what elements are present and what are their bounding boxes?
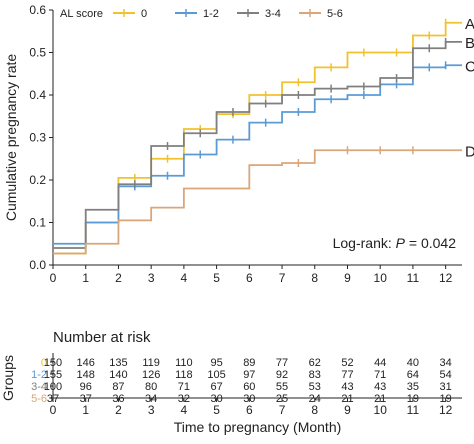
x-tick-label: 12 (439, 271, 453, 285)
risk-cell: 31 (440, 381, 452, 393)
annotation-p-symbol: P (396, 235, 406, 251)
risk-cell: 77 (341, 369, 353, 381)
risk-group-label-5-6: 5-6 (31, 393, 47, 405)
risk-x-tick-label: 2 (115, 403, 122, 417)
risk-cell: 119 (142, 357, 160, 369)
risk-cell: 67 (210, 381, 222, 393)
risk-cell: 44 (374, 357, 386, 369)
risk-x-tick-label: 12 (439, 403, 453, 417)
risk-cell: 87 (112, 381, 124, 393)
y-tick-label: 0.1 (29, 216, 46, 230)
y-tick-label: 0.6 (29, 3, 46, 17)
risk-cell: 34 (440, 357, 452, 369)
risk-x-tick-label: 3 (148, 403, 155, 417)
risk-cell: 89 (243, 357, 255, 369)
series-line-3-4 (53, 40, 462, 249)
log-rank-annotation: Log-rank: P = 0.042 (333, 235, 457, 251)
risk-cell: 95 (210, 357, 222, 369)
risk-cell: 55 (276, 381, 288, 393)
x-tick-label: 4 (181, 271, 188, 285)
x-tick-label: 5 (213, 271, 220, 285)
risk-cell: 52 (341, 357, 353, 369)
annotation-prefix: Log-rank: (333, 235, 396, 251)
end-label-D: D (465, 143, 474, 160)
risk-x-tick-label: 9 (344, 403, 351, 417)
legend-label-1-2: 1-2 (203, 8, 219, 20)
risk-cell: 126 (142, 369, 160, 381)
y-tick-label: 0.2 (29, 173, 46, 187)
x-tick-label: 10 (374, 271, 388, 285)
annotation-suffix: = 0.042 (405, 235, 456, 251)
risk-cell: 77 (276, 357, 288, 369)
series-line-0 (53, 21, 462, 255)
x-tick-label: 7 (279, 271, 286, 285)
risk-group-label-3-4: 3-4 (31, 381, 47, 393)
risk-cell: 155 (44, 369, 62, 381)
risk-cell: 40 (407, 357, 419, 369)
risk-cell: 110 (175, 357, 193, 369)
y-tick-label: 0.4 (29, 88, 46, 102)
risk-group-label-1-2: 1-2 (31, 369, 47, 381)
risk-x-tick-label: 6 (246, 403, 253, 417)
risk-cell: 146 (77, 357, 95, 369)
risk-x-tick-label: 11 (407, 403, 420, 417)
series-line-5-6 (53, 149, 462, 255)
end-label-A: A (465, 16, 474, 33)
series-line-1-2 (53, 64, 462, 245)
y-tick-label: 0.3 (29, 131, 46, 145)
risk-x-tick-label: 4 (181, 403, 188, 417)
risk-x-tick-label: 0 (50, 403, 57, 417)
risk-x-tick-label: 8 (311, 403, 318, 417)
risk-cell: 53 (309, 381, 321, 393)
risk-cell: 35 (407, 381, 419, 393)
risk-cell: 140 (109, 369, 127, 381)
risk-cell: 80 (145, 381, 157, 393)
y-tick-label: 0.0 (29, 258, 46, 272)
risk-cell: 60 (243, 381, 255, 393)
y-tick-label: 0.5 (29, 46, 46, 60)
x-tick-label: 11 (407, 271, 420, 285)
risk-cell: 71 (178, 381, 190, 393)
risk-cell: 97 (243, 369, 255, 381)
y-axis-title: Cumulative pregnancy rate (3, 54, 19, 222)
risk-cell: 62 (309, 357, 321, 369)
risk-cell: 135 (109, 357, 127, 369)
risk-cell: 105 (207, 369, 225, 381)
risk-table-axis-title: Groups (0, 355, 16, 401)
risk-x-tick-label: 5 (213, 403, 220, 417)
risk-cell: 54 (440, 369, 452, 381)
legend-label-3-4: 3-4 (265, 8, 281, 20)
risk-cell: 71 (374, 369, 386, 381)
x-tick-label: 9 (344, 271, 351, 285)
x-tick-label: 2 (115, 271, 122, 285)
risk-cell: 43 (341, 381, 353, 393)
x-tick-label: 3 (148, 271, 155, 285)
risk-cell: 118 (175, 369, 193, 381)
risk-cell: 96 (80, 381, 92, 393)
x-tick-label: 6 (246, 271, 253, 285)
risk-group-label-0: 0 (41, 357, 47, 369)
risk-cell: 83 (309, 369, 321, 381)
risk-table-title: Number at risk (53, 329, 151, 346)
legend-label-0: 0 (141, 8, 147, 20)
x-tick-label: 0 (50, 271, 57, 285)
risk-x-tick-label: 7 (279, 403, 286, 417)
x-tick-label: 1 (82, 271, 89, 285)
legend-label-5-6: 5-6 (327, 8, 343, 20)
risk-cell: 150 (44, 357, 62, 369)
risk-cell: 100 (44, 381, 62, 393)
x-tick-label: 8 (311, 271, 318, 285)
risk-x-tick-label: 10 (374, 403, 388, 417)
end-label-B: B (465, 35, 474, 52)
x-axis-title: Time to pregnancy (Month) (174, 419, 342, 435)
risk-x-tick-label: 1 (82, 403, 89, 417)
risk-cell: 64 (407, 369, 419, 381)
risk-cell: 43 (374, 381, 386, 393)
risk-cell: 148 (77, 369, 95, 381)
end-label-C: C (465, 58, 474, 75)
risk-cell: 92 (276, 369, 288, 381)
legend-title: AL score (60, 8, 103, 20)
